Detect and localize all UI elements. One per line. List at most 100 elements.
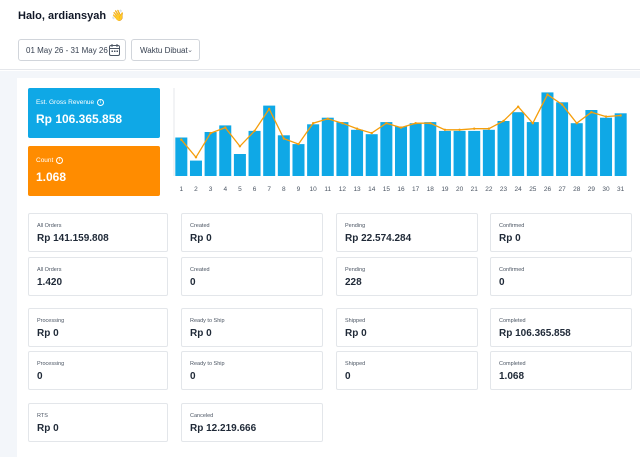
chart-bar[interactable] (263, 105, 276, 176)
chart-point[interactable] (546, 93, 549, 96)
chart-bar[interactable] (438, 130, 451, 176)
chart-bar[interactable] (394, 126, 408, 177)
date-range-label: 01 May 26 - 31 May 26 (26, 45, 108, 55)
chart-bar[interactable] (351, 129, 364, 176)
chart-bar[interactable] (321, 117, 334, 176)
chart-point[interactable] (516, 105, 520, 108)
chart-bar[interactable] (453, 130, 466, 176)
chart-bar[interactable] (277, 135, 290, 176)
chart-bar[interactable] (248, 130, 261, 176)
stat-card-value: Rp 0 (499, 233, 521, 244)
chart-point[interactable] (619, 114, 622, 117)
chart-bar[interactable] (600, 117, 613, 176)
chart-bar[interactable] (570, 123, 583, 176)
chart-bar[interactable] (175, 137, 188, 177)
chart-point[interactable] (560, 103, 564, 106)
chart-bar[interactable] (204, 132, 217, 176)
chart-point[interactable] (370, 131, 373, 135)
stat-card-label: Confirmed (499, 267, 525, 273)
chart-point[interactable] (194, 156, 198, 159)
stat-card-value: 1.420 (37, 277, 63, 288)
chart-point[interactable] (487, 127, 491, 130)
stat-card-label: Completed (499, 318, 526, 324)
chart-point[interactable] (282, 137, 286, 140)
stat-card-label: Shipped (345, 361, 366, 367)
chart-bar[interactable] (512, 112, 525, 176)
stat-card-value: Rp 0 (37, 328, 59, 339)
chart-point[interactable] (385, 122, 388, 125)
chart-bar[interactable] (380, 122, 393, 176)
chart-bar[interactable] (614, 113, 627, 176)
chart-point[interactable] (267, 107, 271, 111)
stat-card: Processing Rp 0 (28, 308, 168, 347)
stat-card-label: Ready to Ship (190, 361, 225, 367)
stat-card-label: Completed (499, 361, 526, 367)
chart-point[interactable] (531, 122, 535, 125)
chart-point[interactable] (311, 122, 315, 125)
chart-bar[interactable] (497, 121, 510, 176)
chart-point[interactable] (473, 127, 476, 130)
stat-card-label: Pending (345, 223, 366, 229)
chart-bar[interactable] (526, 122, 539, 176)
chart-bar[interactable] (409, 123, 422, 176)
stat-card: Pending 228 (336, 257, 478, 296)
daily-chart: 1 2 3 4 5 6 7 8 9 10 11 12 13 14 15 16 17 18 19 20 21 22 23 24 2… (173, 88, 627, 193)
chart-bar[interactable] (424, 122, 437, 176)
chart-x-tick-label: 13 (353, 186, 361, 193)
chart-bar[interactable] (468, 130, 481, 176)
chart-bar[interactable] (585, 110, 598, 176)
chart-point[interactable] (180, 138, 183, 141)
chart-x-tick-label: 11 (324, 186, 331, 193)
stat-card-label: Created (190, 267, 210, 273)
chart-x-tick-label: 7 (267, 186, 271, 193)
sort-dropdown[interactable]: Waktu Dibuat ⌄ (131, 39, 200, 61)
chart-point[interactable] (458, 128, 461, 131)
chart-point[interactable] (209, 131, 212, 135)
chart-point[interactable] (443, 128, 447, 131)
stat-card-value: 0 (345, 371, 351, 382)
chart-bar[interactable] (292, 144, 305, 176)
chart-point[interactable] (575, 122, 578, 125)
stat-card-value: Rp 0 (37, 423, 59, 434)
chart-bar[interactable] (365, 134, 378, 176)
greeting: Halo, ardiansyah 👋 (18, 9, 125, 22)
chart-point[interactable] (297, 142, 300, 146)
chart-point[interactable] (224, 126, 227, 129)
chart-x-tick-label: 27 (558, 186, 566, 193)
info-icon[interactable]: i (56, 157, 64, 164)
chart-point[interactable] (590, 111, 593, 114)
chart-point[interactable] (429, 122, 432, 125)
chart-point[interactable] (341, 122, 344, 125)
date-range-picker[interactable]: 01 May 26 - 31 May 26 (18, 39, 126, 61)
top-bar: Halo, ardiansyah 👋 01 May 26 - 31 May 26… (0, 0, 640, 70)
chart-x-tick-label: 30 (602, 186, 610, 193)
chart-point[interactable] (399, 126, 403, 129)
stat-card: Ready to Ship 0 (181, 351, 323, 390)
chart-point[interactable] (326, 117, 329, 120)
chart-bar[interactable] (336, 122, 349, 176)
chart-bar[interactable] (556, 102, 569, 176)
chart-point[interactable] (502, 119, 505, 123)
chart-bar[interactable] (307, 124, 320, 176)
chart-bar[interactable] (482, 129, 495, 176)
stat-card-value: 0 (190, 371, 196, 382)
chart-point[interactable] (355, 127, 359, 130)
chart-bar[interactable] (233, 154, 246, 176)
chart-bar[interactable] (219, 125, 232, 176)
wave-icon: 👋 (111, 10, 125, 22)
stat-card-label: Created (190, 223, 210, 229)
count-kpi-label: Count i (36, 157, 64, 164)
chart-x-tick-label: 18 (427, 186, 435, 193)
info-icon[interactable]: i (97, 99, 105, 106)
stat-card-label: All Orders (37, 223, 62, 229)
greeting-text: Halo, ardiansyah (18, 10, 107, 22)
chart-x-tick-label: 22 (485, 186, 493, 193)
chart-point[interactable] (238, 145, 242, 148)
chart-point[interactable] (604, 115, 608, 118)
chart-x-tick-label: 20 (456, 186, 464, 193)
chart-bar[interactable] (541, 92, 554, 176)
chart-point[interactable] (253, 129, 256, 133)
chart-point[interactable] (414, 122, 417, 125)
chart-x-tick-label: 3 (209, 186, 213, 193)
chart-bar[interactable] (189, 160, 202, 176)
